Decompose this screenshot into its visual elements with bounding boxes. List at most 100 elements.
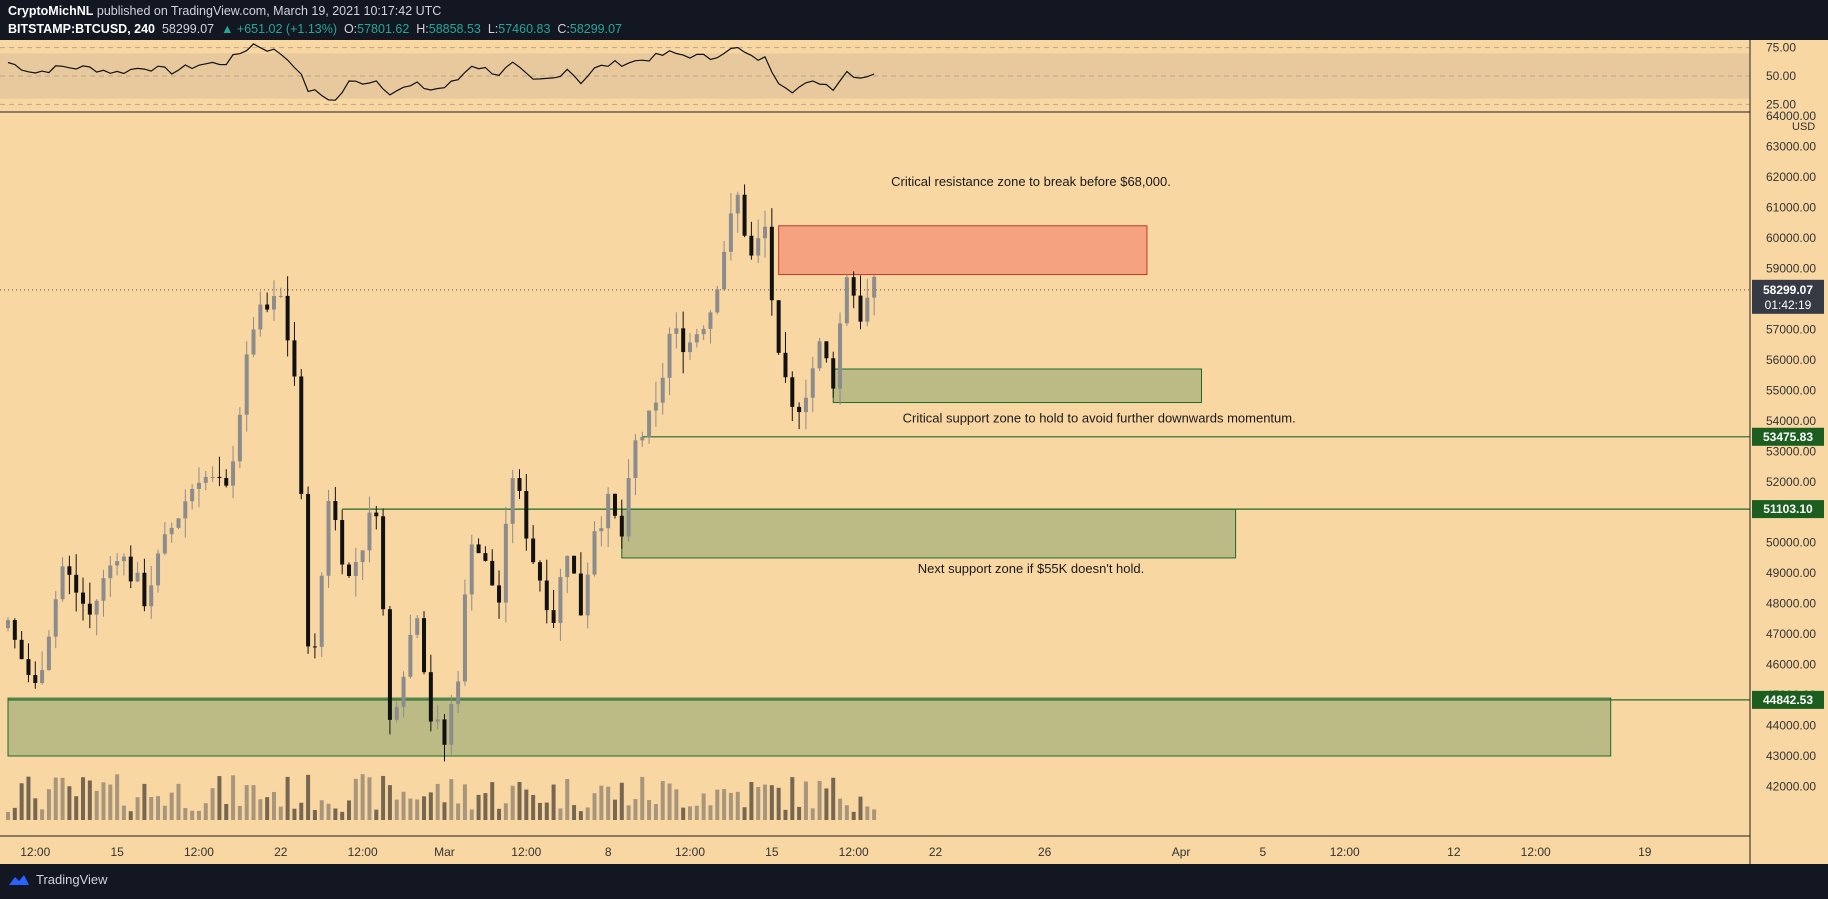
candle-body bbox=[265, 304, 270, 310]
candle-body bbox=[435, 719, 440, 722]
price-tick-label: 61000.00 bbox=[1766, 201, 1816, 215]
price-tick-label: 49000.00 bbox=[1766, 566, 1816, 580]
candle-body bbox=[6, 620, 10, 629]
time-tick-label: Mar bbox=[434, 845, 455, 859]
volume-bar bbox=[831, 777, 836, 820]
volume-bar bbox=[67, 786, 72, 820]
high-label: H: bbox=[416, 22, 429, 36]
candle-body bbox=[667, 333, 672, 378]
candle-body bbox=[142, 572, 147, 607]
volume-bar bbox=[524, 789, 529, 820]
candle-body bbox=[169, 527, 174, 535]
volume-bar bbox=[490, 782, 495, 820]
candle-body bbox=[74, 574, 79, 593]
candles-layer bbox=[6, 184, 877, 762]
volume-bar bbox=[169, 792, 174, 820]
low-label: L: bbox=[487, 22, 499, 36]
candle-body bbox=[565, 555, 570, 578]
annotation-text: Critical support zone to hold to avoid f… bbox=[903, 410, 1296, 425]
candle-body bbox=[715, 289, 720, 313]
support-zone bbox=[832, 368, 1202, 404]
price-tick-label: 55000.00 bbox=[1766, 383, 1816, 397]
volume-bar bbox=[244, 785, 249, 820]
volume-bar bbox=[121, 805, 126, 820]
candle-body bbox=[612, 493, 617, 516]
candle-body bbox=[387, 609, 392, 720]
symbol-label: BITSTAMP:BTCUSD, 240 bbox=[8, 22, 156, 36]
price-chart[interactable]: Critical resistance zone to break before… bbox=[0, 40, 1828, 864]
candle-body bbox=[865, 297, 870, 322]
volume-bar bbox=[565, 778, 570, 820]
candle-body bbox=[708, 312, 713, 329]
candle-body bbox=[578, 573, 583, 616]
volume-bar bbox=[708, 805, 713, 820]
volume-bar bbox=[544, 802, 549, 820]
volume-bar bbox=[333, 808, 338, 820]
volume-bar bbox=[817, 780, 822, 820]
volume-bar bbox=[387, 785, 392, 820]
time-tick-label: 12:00 bbox=[184, 845, 214, 859]
volume-bar bbox=[183, 808, 188, 820]
candle-body bbox=[401, 676, 406, 707]
price-tick-label: 53000.00 bbox=[1766, 444, 1816, 458]
volume-bar bbox=[715, 789, 720, 820]
price-tick-label: 47000.00 bbox=[1766, 627, 1816, 641]
time-tick-label: 12:00 bbox=[839, 845, 869, 859]
candle-body bbox=[67, 566, 72, 575]
candle-body bbox=[803, 397, 808, 413]
volume-bar bbox=[347, 800, 351, 820]
candle-body bbox=[619, 515, 624, 537]
candle-body bbox=[462, 594, 467, 682]
candle-body bbox=[347, 564, 351, 576]
author-name[interactable]: CryptoMichNL bbox=[8, 4, 94, 18]
candle-body bbox=[135, 572, 140, 582]
volume-bar bbox=[265, 797, 270, 820]
candle-body bbox=[244, 354, 249, 415]
price-tick-label: 56000.00 bbox=[1766, 353, 1816, 367]
candle-body bbox=[592, 531, 597, 575]
volume-bar bbox=[135, 797, 140, 820]
rsi-pane bbox=[0, 43, 1828, 113]
candle-body bbox=[763, 226, 768, 239]
time-tick-label: 22 bbox=[929, 845, 943, 859]
candle-body bbox=[333, 501, 338, 521]
time-tick-label: 12:00 bbox=[20, 845, 50, 859]
volume-bar bbox=[408, 798, 413, 820]
volume-bar bbox=[19, 783, 24, 820]
publish-info: published on TradingView.com, March 19, … bbox=[93, 4, 442, 18]
time-tick-label: 12:00 bbox=[675, 845, 705, 859]
volume-bar bbox=[394, 799, 399, 820]
rsi-axis-label: 50.00 bbox=[1766, 69, 1796, 83]
candle-body bbox=[544, 580, 549, 611]
price-tick-label: 57000.00 bbox=[1766, 322, 1816, 336]
support-zone bbox=[7, 697, 1612, 757]
volume-bar bbox=[865, 806, 870, 820]
volume-bar bbox=[81, 777, 86, 820]
volume-bar bbox=[149, 796, 154, 820]
candle-body bbox=[224, 478, 229, 486]
tradingview-logo-icon bbox=[9, 874, 29, 885]
volume-bar bbox=[40, 809, 45, 820]
volume-bar bbox=[271, 791, 276, 820]
header-line-1: CryptoMichNL published on TradingView.co… bbox=[8, 2, 622, 20]
candle-body bbox=[271, 296, 276, 310]
header-line-2: BITSTAMP:BTCUSD, 240 58299.07 ▲ +651.02 … bbox=[8, 20, 622, 38]
tradingview-logo[interactable]: TradingView bbox=[8, 872, 108, 887]
price-tick-label: 43000.00 bbox=[1766, 749, 1816, 763]
volume-bar bbox=[326, 803, 331, 820]
candle-body bbox=[360, 550, 365, 563]
volume-bar bbox=[722, 789, 727, 820]
candle-body bbox=[340, 520, 345, 565]
candle-body bbox=[381, 516, 386, 610]
candle-body bbox=[33, 675, 38, 684]
high-value: 58858.53 bbox=[428, 22, 481, 36]
currency-label: USD bbox=[1792, 121, 1815, 133]
candle-body bbox=[162, 534, 167, 554]
volume-bar bbox=[517, 781, 522, 820]
volume-bar bbox=[599, 785, 604, 820]
volume-bar bbox=[285, 776, 290, 820]
candle-body bbox=[633, 440, 638, 479]
volume-bar bbox=[94, 790, 99, 820]
candle-body bbox=[653, 402, 658, 411]
candle-body bbox=[476, 544, 481, 554]
